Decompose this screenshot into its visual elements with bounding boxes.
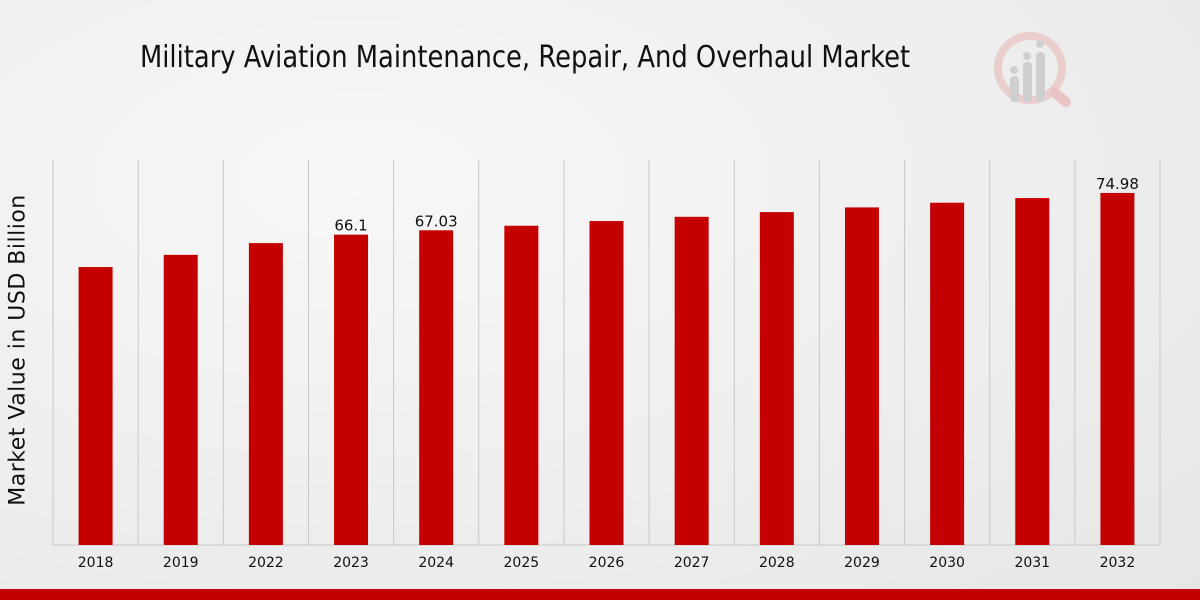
tick-layer: 2018 2019 2022 2023 2024 2025 2026 2027 2028 2029… — [78, 555, 1135, 571]
x-tick-label: 2032 — [1100, 555, 1136, 571]
bar-2032 — [1100, 192, 1135, 545]
label-layer: 66.1 67.03 74.98 — [334, 175, 1139, 235]
bar-2026 — [589, 221, 624, 545]
bar-2031 — [1015, 198, 1050, 545]
data-label-2023: 66.1 — [334, 217, 367, 235]
grid-layer — [52, 160, 1161, 546]
bar-2030 — [930, 202, 965, 545]
bar-2024 — [419, 230, 454, 545]
logo-bar-1 — [1010, 76, 1019, 102]
bar-2025 — [504, 225, 539, 546]
bar-2028 — [759, 212, 794, 546]
x-tick-label: 2022 — [248, 555, 284, 571]
bar-2023 — [334, 234, 369, 545]
x-tick-label: 2023 — [333, 555, 369, 571]
logo-handle — [1049, 87, 1071, 107]
x-tick-label: 2025 — [504, 555, 540, 571]
logo-dot-1 — [1010, 66, 1018, 74]
data-label-2032: 74.98 — [1096, 175, 1139, 193]
x-tick-label: 2026 — [589, 555, 625, 571]
data-label-2024: 67.03 — [415, 212, 458, 230]
bar-layer — [78, 192, 1135, 546]
x-tick-label: 2028 — [759, 555, 795, 571]
bar-2027 — [674, 216, 709, 545]
bar-2022 — [248, 243, 283, 546]
x-tick-label: 2018 — [78, 555, 114, 571]
bottom-accent-bar — [0, 589, 1200, 600]
logo-dot-3 — [1036, 40, 1044, 48]
brand-logo-icon — [994, 32, 1071, 107]
bar-2029 — [844, 207, 879, 546]
x-tick-label: 2030 — [929, 555, 965, 571]
chart-title: Military Aviation Maintenance, Repair, A… — [140, 40, 911, 75]
bar-2019 — [163, 254, 198, 545]
logo-dot-2 — [1023, 52, 1031, 60]
x-tick-label: 2029 — [844, 555, 880, 571]
x-tick-label: 2031 — [1014, 555, 1050, 571]
logo-bar-3 — [1036, 52, 1045, 102]
logo-bar-2 — [1023, 62, 1032, 102]
x-tick-label: 2024 — [418, 555, 454, 571]
bar-2018 — [78, 267, 113, 545]
x-tick-label: 2019 — [163, 555, 199, 571]
x-tick-label: 2027 — [674, 555, 710, 571]
